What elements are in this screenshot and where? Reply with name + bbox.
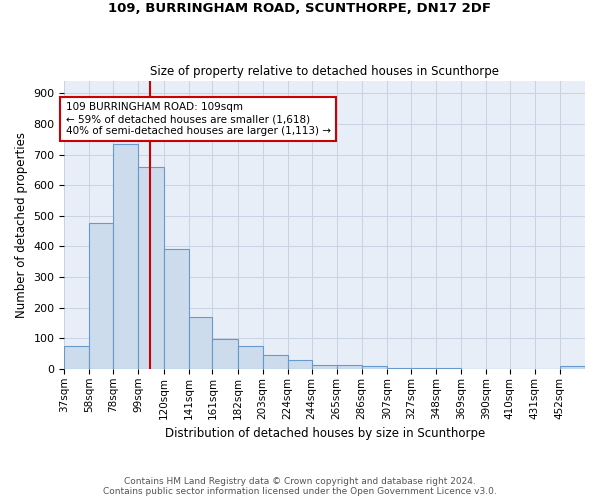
Text: 109 BURRINGHAM ROAD: 109sqm
← 59% of detached houses are smaller (1,618)
40% of : 109 BURRINGHAM ROAD: 109sqm ← 59% of det… [65,102,331,136]
X-axis label: Distribution of detached houses by size in Scunthorpe: Distribution of detached houses by size … [164,427,485,440]
Bar [64,346,89,369]
Text: Contains public sector information licensed under the Open Government Licence v3: Contains public sector information licen… [103,488,497,496]
Bar [212,339,238,369]
Title: Size of property relative to detached houses in Scunthorpe: Size of property relative to detached ho… [150,66,499,78]
Bar [410,368,436,369]
Bar [263,355,287,369]
Bar [139,167,164,369]
Text: 109, BURRINGHAM ROAD, SCUNTHORPE, DN17 2DF: 109, BURRINGHAM ROAD, SCUNTHORPE, DN17 2… [109,2,491,16]
Bar [362,366,387,369]
Bar [113,144,139,369]
Y-axis label: Number of detached properties: Number of detached properties [15,132,28,318]
Bar [287,360,311,369]
Bar [436,368,461,369]
Bar [164,250,188,369]
Bar [311,364,337,369]
Bar [188,317,212,369]
Bar [89,224,113,369]
Bar [337,365,362,369]
Bar [238,346,263,369]
Bar [387,368,410,369]
Text: Contains HM Land Registry data © Crown copyright and database right 2024.: Contains HM Land Registry data © Crown c… [124,478,476,486]
Bar [560,366,585,369]
